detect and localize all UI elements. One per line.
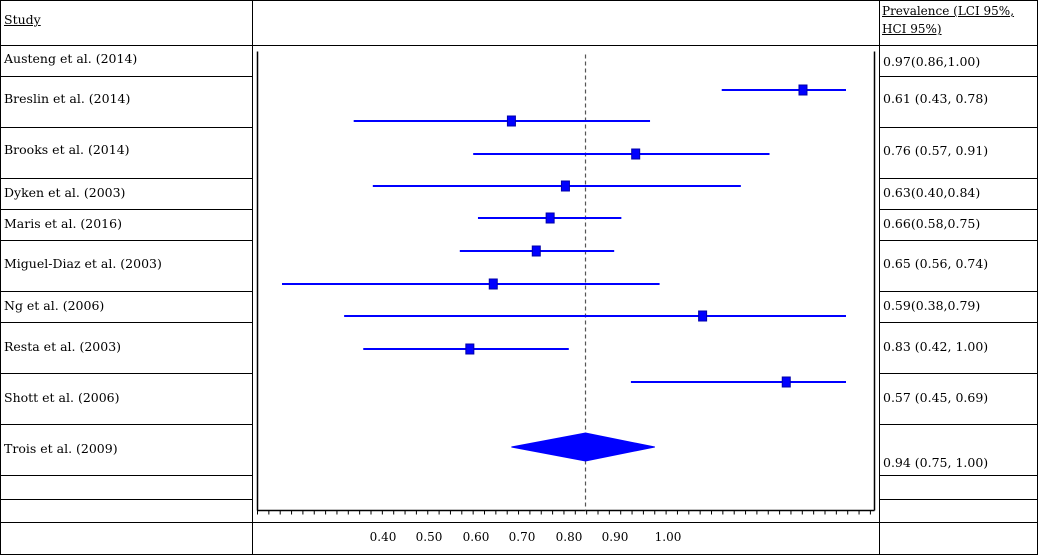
- study-name: Austeng et al. (2014): [4, 51, 138, 66]
- plot-area: 0.40 0.50 0.60 0.70 0.80 0.90 1.00: [256, 51, 876, 544]
- study-name: Maris et al. (2016): [4, 216, 122, 231]
- study-name: Resta et al. (2003): [4, 339, 122, 354]
- study-name: Ng et al. (2006): [4, 298, 105, 313]
- point-estimate-marker: [531, 245, 541, 257]
- point-estimate-marker: [560, 180, 570, 192]
- prevalence-value: 0.94 (0.75, 1.00): [883, 455, 989, 470]
- study-name: Dyken et al. (2003): [4, 185, 126, 200]
- study-name: Brooks et al. (2014): [4, 142, 130, 157]
- point-estimate-marker: [631, 148, 641, 160]
- point-estimate-marker: [506, 115, 516, 127]
- x-tick-label: 0.90: [602, 530, 629, 544]
- prevalence-value: 0.83 (0.42, 1.00): [883, 339, 989, 354]
- point-estimate-marker: [465, 343, 475, 355]
- x-tick-label: 0.50: [416, 530, 443, 544]
- study-name: Trois et al. (2009): [4, 441, 118, 456]
- prevalence-value: 0.63(0.40,0.84): [883, 185, 981, 200]
- point-estimate-marker: [798, 84, 808, 96]
- x-tick-label: 0.70: [509, 530, 536, 544]
- x-tick-label: 0.60: [463, 530, 490, 544]
- point-estimate-marker: [545, 212, 555, 224]
- study-name: Shott et al. (2006): [4, 390, 120, 405]
- prevalence-value: 0.59(0.38,0.79): [883, 298, 981, 313]
- study-column-header: Study: [4, 12, 41, 27]
- point-estimate-marker: [698, 310, 708, 322]
- study-name: Breslin et al. (2014): [4, 91, 131, 106]
- prevalence-value: 0.61 (0.43, 0.78): [883, 91, 989, 106]
- prevalence-value: 0.97(0.86,1.00): [883, 54, 981, 69]
- prevalence-value: 0.65 (0.56, 0.74): [883, 256, 989, 271]
- summary-diamond: [511, 432, 655, 462]
- study-name: Miguel-Diaz et al. (2003): [4, 256, 162, 271]
- point-estimate-marker: [488, 278, 498, 290]
- prevalence-value: 0.66(0.58,0.75): [883, 216, 981, 231]
- prevalence-column-header: Prevalence (LCI 95%, HCI 95%): [882, 4, 1015, 36]
- x-tick-label: 0.80: [556, 530, 583, 544]
- x-tick-label: 0.40: [370, 530, 397, 544]
- prevalence-value: 0.57 (0.45, 0.69): [883, 390, 989, 405]
- prevalence-value: 0.76 (0.57, 0.91): [883, 143, 989, 158]
- x-tick-label: 1.00: [655, 530, 682, 544]
- point-estimate-marker: [781, 376, 791, 388]
